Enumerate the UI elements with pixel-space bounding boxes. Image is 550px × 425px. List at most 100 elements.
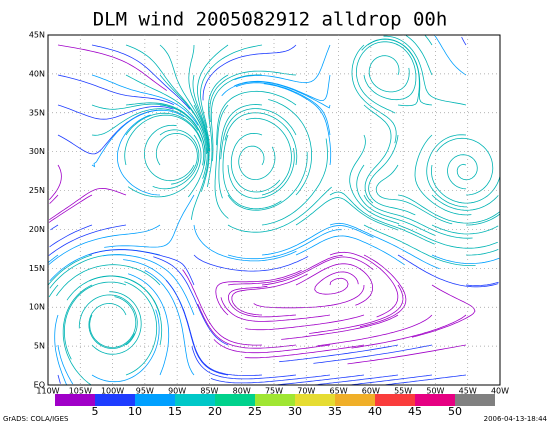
streamline	[431, 194, 499, 211]
streamline	[431, 224, 499, 235]
streamline	[356, 164, 436, 236]
streamline	[431, 254, 500, 264]
streamline	[447, 154, 478, 190]
streamline	[347, 344, 467, 365]
colorbar-label: 45	[408, 405, 422, 418]
streamline	[220, 108, 297, 160]
streamline	[227, 151, 308, 211]
streamline	[351, 314, 467, 349]
lat-label: 5N	[34, 342, 45, 351]
streamline	[245, 117, 292, 196]
streamline	[397, 194, 501, 224]
streamline	[125, 74, 207, 155]
lat-label: 15N	[29, 264, 45, 273]
streamline	[57, 374, 61, 384]
streamline	[202, 44, 297, 101]
streamline	[227, 285, 297, 318]
lat-label: 35N	[29, 108, 45, 117]
streamline	[349, 134, 400, 225]
streamline	[397, 254, 499, 288]
streamline	[159, 44, 209, 154]
lon-label: 95W	[136, 387, 154, 396]
lat-label: 25N	[29, 186, 45, 195]
streamline	[424, 35, 433, 46]
lon-label: 50W	[426, 387, 444, 396]
streamline	[222, 134, 282, 210]
lat-label: EQ	[34, 381, 45, 390]
colorbar-label: 40	[368, 405, 382, 418]
streamline	[57, 44, 167, 91]
streamline	[197, 303, 297, 349]
streamline	[48, 224, 161, 265]
streamline	[57, 344, 74, 385]
streamline	[56, 264, 161, 297]
streamline	[430, 164, 501, 204]
streamline	[220, 297, 331, 322]
streamline	[368, 55, 410, 93]
streamline	[89, 275, 163, 346]
streamline	[363, 43, 417, 101]
streamline	[261, 256, 374, 286]
streamline	[359, 254, 407, 328]
streamline	[62, 284, 93, 385]
lon-label: 65W	[330, 387, 348, 396]
colorbar-segment	[415, 394, 455, 406]
streamline	[144, 270, 195, 376]
lat-label: 30N	[29, 147, 45, 156]
streamline	[91, 309, 160, 383]
streamline	[309, 284, 404, 334]
credit: GrADS: COLA/IGES	[3, 415, 69, 423]
streamline	[89, 249, 195, 286]
lon-label: 85W	[200, 387, 218, 396]
streamline	[434, 35, 467, 76]
streamline	[49, 164, 62, 200]
streamline	[124, 281, 158, 376]
streamline	[48, 254, 59, 263]
streamline	[227, 148, 295, 199]
streamline	[268, 99, 312, 196]
streamline	[314, 374, 399, 386]
streamline	[317, 314, 433, 347]
lat-label: 45N	[29, 31, 45, 40]
streamline	[221, 81, 331, 109]
streamline	[245, 314, 365, 331]
lon-label: 55W	[394, 387, 412, 396]
streamline	[215, 269, 302, 316]
timestamp: 2006-04-13-18:44	[484, 415, 548, 423]
streamline	[191, 104, 209, 220]
map-title: DLM wind 2005082912 alldrop 00h	[93, 9, 448, 31]
streamline	[295, 235, 405, 266]
colorbar-label: 50	[448, 405, 462, 418]
streamline	[465, 249, 499, 256]
streamline	[295, 197, 399, 231]
streamline	[361, 38, 433, 106]
streamline	[48, 224, 127, 256]
colorbar-segment	[215, 394, 255, 406]
streamline	[329, 222, 440, 270]
lon-label: 80W	[233, 387, 251, 396]
streamline	[159, 74, 208, 179]
streamline	[191, 346, 297, 380]
colorbar-segment	[295, 394, 335, 406]
colorbar-label: 20	[208, 405, 222, 418]
streamline	[64, 281, 127, 360]
streamline	[47, 254, 93, 286]
streamline	[193, 254, 309, 272]
streamline	[238, 145, 276, 181]
streamline	[313, 344, 433, 364]
streamline	[436, 137, 494, 196]
colorbar-segment	[455, 394, 495, 406]
streamline	[227, 186, 332, 233]
lon-label: 40W	[491, 387, 509, 396]
streamline	[466, 213, 500, 226]
streamline	[234, 74, 331, 101]
streamline	[295, 263, 374, 306]
lon-label: 100W	[101, 387, 124, 396]
streamline	[329, 251, 399, 318]
streamline	[235, 82, 331, 136]
streamline	[314, 271, 359, 295]
streamline	[383, 35, 467, 106]
streamline	[375, 164, 453, 225]
streamline	[159, 104, 206, 198]
